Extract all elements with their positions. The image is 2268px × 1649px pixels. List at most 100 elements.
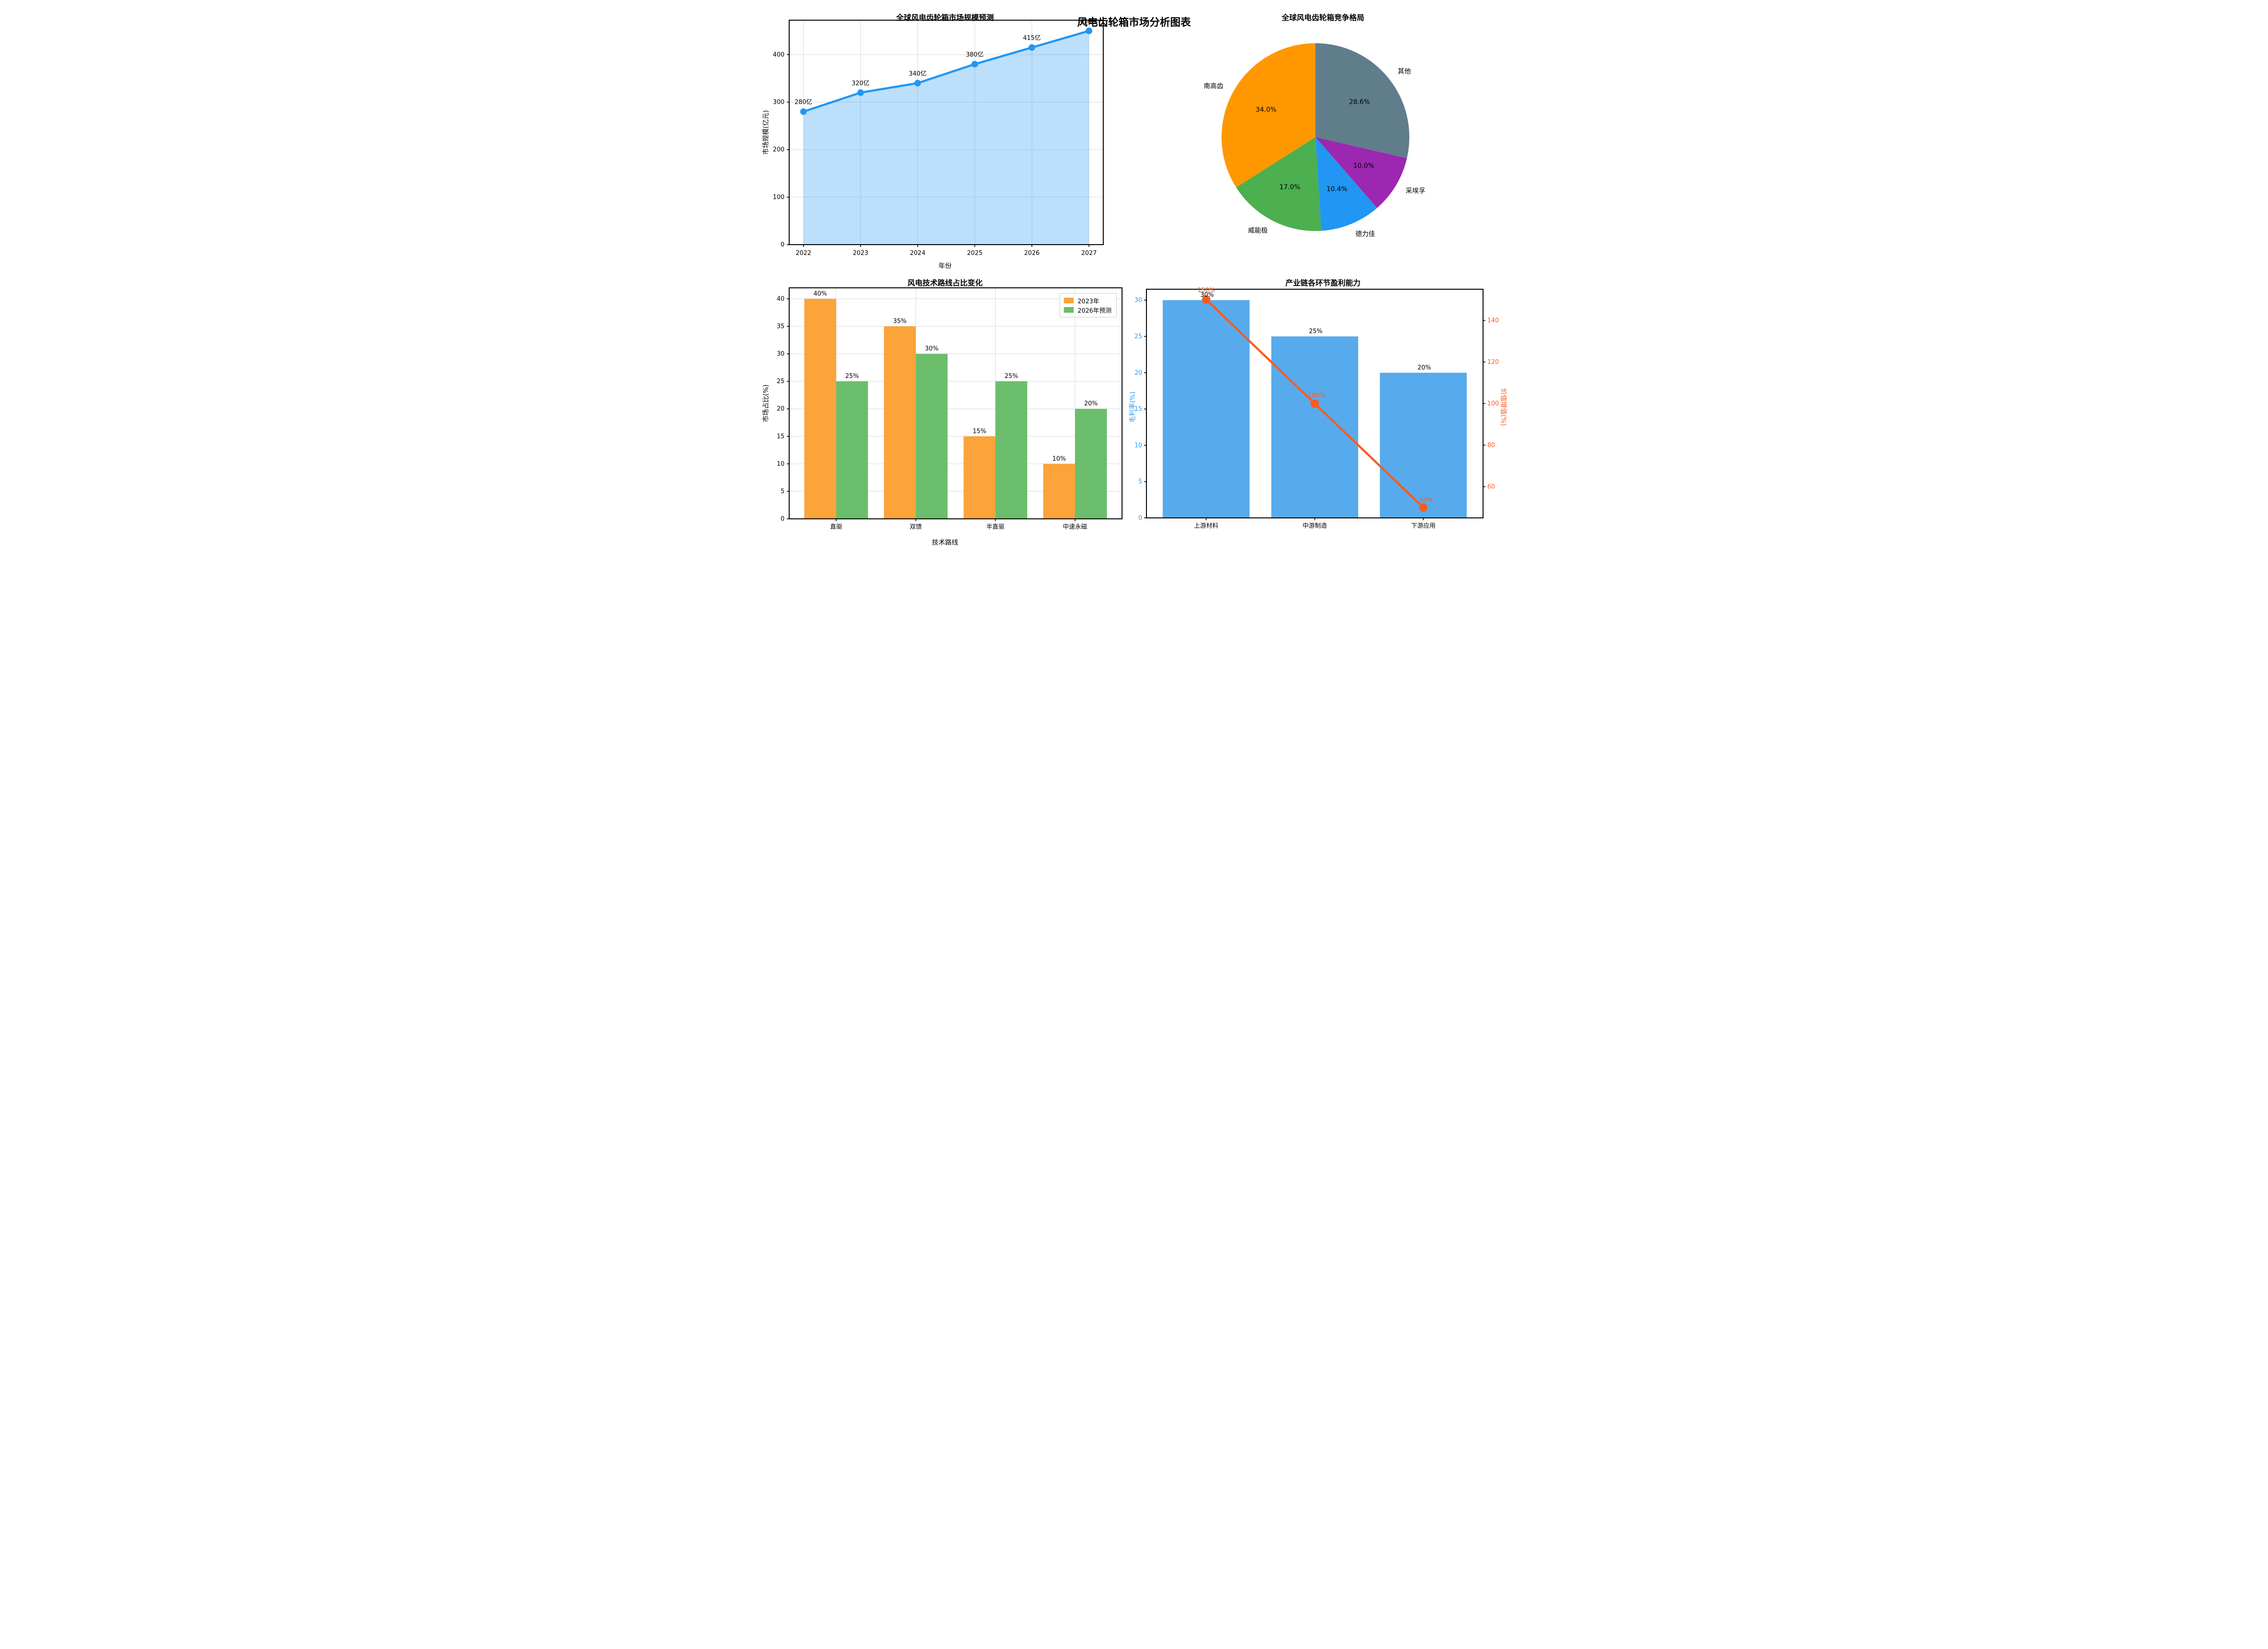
bar-直驱-2023年 (804, 299, 836, 519)
x-tick-label: 中游制造 (1302, 523, 1327, 530)
right-y-tick-label: 120 (1487, 359, 1499, 366)
left-y-tick-label: 25 (1134, 333, 1142, 340)
slice-pct-label: 34.0% (1255, 106, 1276, 114)
market-forecast-panel: 全球风电齿轮箱市场规模预测 2022 2023 2024 2025 2026 2027 0 1… (756, 0, 1134, 275)
bar-value-label: 25% (1309, 328, 1322, 335)
bar-value-label: 10% (1052, 455, 1066, 462)
point-value-label: 320亿 (852, 80, 869, 87)
line-value-label: 150% (1197, 287, 1215, 294)
x-tick-label: 上游材料 (1194, 523, 1218, 530)
left-y-tick-label: 10 (1134, 442, 1142, 449)
line-point (1201, 295, 1210, 304)
y-tick-label: 15 (777, 433, 784, 440)
axes-spines (788, 287, 1122, 519)
x-tick-label: 2022 (795, 250, 811, 257)
legend-label-2023: 2023年 (1077, 298, 1099, 305)
left-y-tick-label: 5 (1138, 478, 1142, 485)
data-point (1028, 44, 1035, 51)
tech-route-chart: 40% 25% 35% 30% 15% 25% 10% 20% 直驱 双馈 半直驱 中速永磁 0 5 10 1… (777, 287, 1122, 531)
slice-pct-label: 10.4% (1326, 185, 1347, 193)
x-tick-label: 2023 (853, 250, 868, 257)
area-fill (803, 31, 1089, 245)
competition-pie-chart: 南高齿 34.0% 威能极 17.0% 德力佳 10.4% 采埃孚 10.0% 其他 28.6% (1203, 43, 1425, 238)
x-tick-label: 下游应用 (1411, 522, 1435, 530)
pie-slice-其他 (1315, 43, 1409, 158)
tech-route-panel: 风电技术路线占比变化 40% 25% 35% 30% 15% 25% 10% 20% 直驱 双馈 半… (756, 275, 1134, 549)
slice-name-label: 南高齿 (1203, 82, 1223, 90)
bar-value-label: 15% (972, 428, 986, 435)
y-tick-label: 200 (773, 146, 784, 154)
pie-slice-采埃孚 (1315, 137, 1407, 208)
tech-route-ylabel: 市场占比(%) (762, 384, 770, 423)
slice-pct-label: 10.0% (1353, 162, 1374, 170)
line-value-label: 100% (1307, 393, 1325, 400)
bar-上游材料 (1162, 300, 1250, 518)
pie-slice-南高齿 (1221, 43, 1315, 188)
slice-name-label: 采埃孚 (1406, 187, 1425, 195)
left-y-tick-label: 15 (1134, 406, 1142, 413)
x-tick-label: 中速永磁 (1062, 524, 1087, 531)
point-value-label: 340亿 (908, 70, 926, 77)
bar-双馈-2026年预测 (915, 354, 948, 519)
y-tick-label: 100 (773, 194, 784, 201)
data-point (857, 89, 864, 96)
point-value-label: 415亿 (1023, 35, 1041, 42)
slice-name-label: 其他 (1398, 68, 1411, 75)
market-forecast-ylabel: 市场规模(亿元) (762, 110, 770, 155)
right-y-tick-label: 80 (1487, 442, 1495, 449)
point-value-label: 280亿 (794, 99, 812, 106)
slice-pct-label: 17.0% (1279, 184, 1300, 191)
x-tick-label: 2026 (1024, 250, 1039, 257)
competition-pie-title: 全球风电齿轮箱竞争格局 (1281, 13, 1364, 22)
data-point (971, 61, 978, 68)
y-tick-label: 5 (780, 488, 784, 495)
x-tick-label: 2027 (1081, 250, 1097, 257)
left-y-tick-label: 30 (1134, 297, 1142, 304)
x-tick-label: 2024 (910, 250, 925, 257)
data-point (1085, 27, 1092, 34)
bar-半直驱-2026年预测 (995, 381, 1027, 519)
y-tick-label: 20 (777, 406, 784, 413)
legend-item-2023: 2023年 (1064, 296, 1111, 305)
point-value-label: 450亿 (1080, 18, 1098, 25)
x-tick-label: 2025 (967, 250, 982, 257)
x-tick-label: 双馈 (909, 524, 922, 531)
bar-value-label: 40% (813, 290, 827, 297)
slice-name-label: 德力佳 (1355, 231, 1375, 238)
profitability-panel: 产业链各环节盈利能力 上游材料 中游制造 下游应用 0 5 10 15 20 25 30 60 80 1… (1129, 275, 1512, 549)
competition-pie-panel: 全球风电齿轮箱竞争格局 南高齿 34.0% 威能极 17.0% 德力佳 10.4% 采埃孚 1… (1134, 0, 1512, 275)
profitability-title: 产业链各环节盈利能力 (1285, 278, 1361, 287)
bar-value-label: 20% (1417, 364, 1431, 371)
bar-value-label: 20% (1084, 401, 1098, 408)
line-point (1310, 399, 1319, 408)
x-tick-label: 直驱 (830, 524, 842, 531)
pie-slice-德力佳 (1315, 137, 1377, 231)
legend-label-2026: 2026年预测 (1077, 307, 1112, 315)
y-tick-label: 400 (773, 51, 784, 58)
bar-直驱-2026年预测 (836, 381, 868, 519)
market-forecast-xlabel: 年份 (938, 262, 952, 270)
data-point (800, 108, 807, 115)
tech-route-xlabel: 技术路线 (932, 539, 958, 547)
y-tick-label: 0 (780, 241, 784, 248)
right-y-tick-label: 140 (1487, 317, 1499, 324)
legend-swatch-2023 (1064, 298, 1074, 303)
bar-双馈-2023年 (884, 326, 916, 519)
gross-margin-axis-label: 毛利率(%) (1129, 391, 1137, 423)
market-forecast-chart: 2022 2023 2024 2025 2026 2027 0 100 200 300 400 280… (773, 18, 1104, 257)
legend-item-2026: 2026年预测 (1064, 305, 1112, 315)
left-y-tick-label: 20 (1134, 370, 1142, 377)
axes-spines (788, 20, 1104, 245)
slice-name-label: 威能极 (1248, 227, 1268, 235)
market-forecast-title: 全球风电齿轮箱市场规模预测 (896, 13, 994, 22)
bar-中速永磁-2026年预测 (1075, 408, 1107, 519)
bar-下游应用 (1379, 372, 1467, 518)
point-value-label: 380亿 (966, 52, 984, 59)
y-tick-label: 25 (777, 378, 784, 385)
bar-中游制造 (1271, 336, 1358, 518)
profitability-chart: 上游材料 中游制造 下游应用 0 5 10 15 20 25 30 60 80 100 120 140 30%… (1134, 287, 1499, 530)
data-point (914, 80, 921, 87)
bar-中速永磁-2023年 (1043, 463, 1075, 519)
y-tick-label: 40 (777, 295, 784, 302)
value-added-axis-label: 价值增值(%) (1499, 388, 1507, 426)
